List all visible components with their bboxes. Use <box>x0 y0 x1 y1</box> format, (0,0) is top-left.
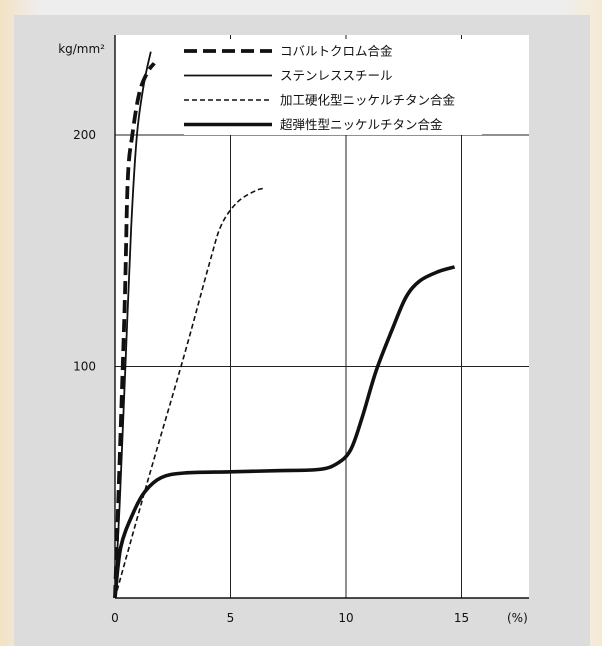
x-tick-label: 10 <box>338 611 353 625</box>
chart-panel: 0 5 10 15 (%) 100 200 kg/mm² コバルトクロム合金 ステンレススチール加… <box>14 15 590 646</box>
x-tick-label: 5 <box>227 611 235 625</box>
x-unit-label: (%) <box>507 611 528 625</box>
legend-label-3: 加工硬化型ニッケルチタン合金 <box>280 93 456 108</box>
stress-strain-chart: 0 5 10 15 (%) 100 200 kg/mm² コバルトクロム合金ステンレススチール加… <box>58 35 529 625</box>
series-line-4 <box>113 265 456 599</box>
y-unit-label: kg/mm² <box>58 42 105 56</box>
y-tick-label: 100 <box>73 360 96 374</box>
series-line-3 <box>114 187 266 599</box>
legend-label-1: コバルトクロム合金 <box>280 44 393 59</box>
legend-box <box>184 39 482 135</box>
x-tick-label: 0 <box>111 611 119 625</box>
x-tick-label: 15 <box>454 611 469 625</box>
legend-label-2: ステンレススチール <box>280 68 393 83</box>
series-line-2 <box>114 51 152 599</box>
legend-label-4: 超弾性型ニッケルチタン合金 <box>280 117 443 132</box>
y-tick-label: 200 <box>73 128 96 142</box>
